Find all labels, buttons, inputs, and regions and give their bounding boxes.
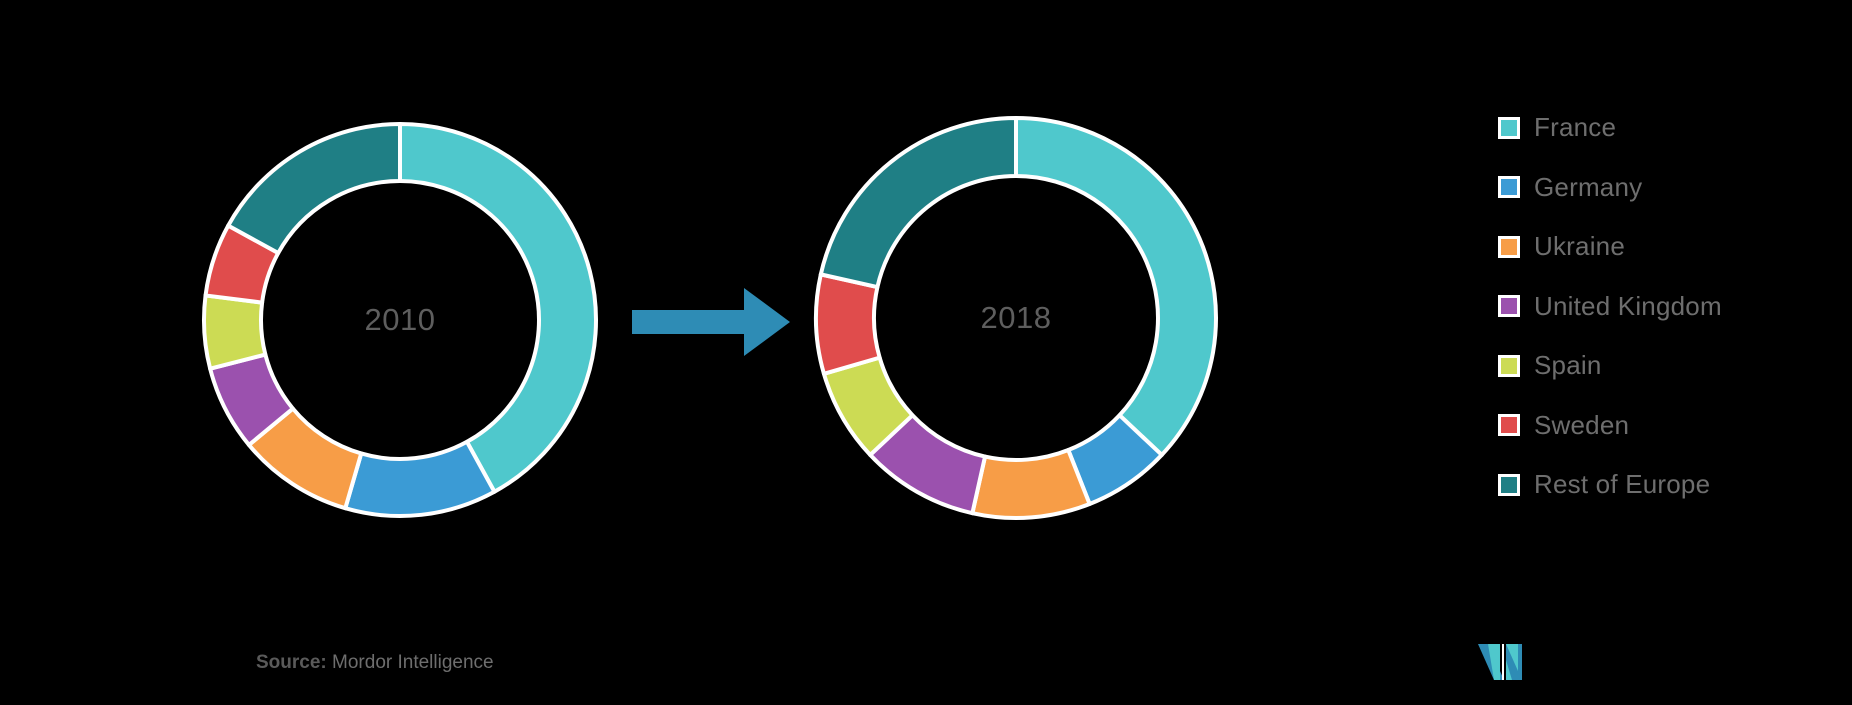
legend-item-rest-of-europe[interactable]: Rest of Europe xyxy=(1498,455,1848,515)
legend-swatch-germany xyxy=(1498,176,1520,199)
legend-swatch-united-kingdom xyxy=(1498,295,1520,318)
legend-label-germany: Germany xyxy=(1534,171,1643,202)
donut-segment[interactable] xyxy=(226,122,402,256)
source-label: Source: xyxy=(256,652,327,673)
legend-item-united-kingdom[interactable]: United Kingdom xyxy=(1498,277,1848,337)
right-arrow-icon xyxy=(632,288,790,356)
donut-segment[interactable] xyxy=(343,439,497,518)
donut-segment[interactable] xyxy=(1014,116,1218,457)
source-note: Source: Mordor Intelligence xyxy=(256,652,494,674)
donut-2018-segments xyxy=(814,116,1218,520)
legend-label-united-kingdom: United Kingdom xyxy=(1534,290,1722,321)
donut-segment[interactable] xyxy=(202,293,268,371)
legend-item-spain[interactable]: Spain xyxy=(1498,336,1848,396)
legend-swatch-ukraine xyxy=(1498,235,1520,258)
legend-item-france[interactable]: France xyxy=(1498,98,1848,158)
donut-chart-2018: 2018 xyxy=(812,112,1220,524)
chart-legend: France Germany Ukraine United Kingdom Sp… xyxy=(1498,98,1848,515)
legend-label-spain: Spain xyxy=(1534,350,1602,381)
legend-label-sweden: Sweden xyxy=(1534,409,1630,440)
mordor-intelligence-logo xyxy=(1478,644,1522,680)
donut-segment[interactable] xyxy=(818,116,1018,290)
legend-swatch-sweden xyxy=(1498,414,1520,437)
donut-segment[interactable] xyxy=(814,272,882,376)
donut-segment[interactable] xyxy=(970,448,1092,520)
legend-swatch-france xyxy=(1498,116,1520,139)
legend-label-france: France xyxy=(1534,112,1617,143)
legend-swatch-rest-of-europe xyxy=(1498,473,1520,496)
source-value: Mordor Intelligence xyxy=(326,652,494,673)
donut-chart-2010: 2010 xyxy=(200,118,600,522)
legend-item-germany[interactable]: Germany xyxy=(1498,158,1848,218)
donut-segment[interactable] xyxy=(398,122,598,494)
donut-2010-svg xyxy=(202,122,598,518)
legend-label-ukraine: Ukraine xyxy=(1534,231,1625,262)
donut-2018-svg xyxy=(814,116,1218,520)
legend-label-rest-of-europe: Rest of Europe xyxy=(1534,469,1711,500)
donut-2010-segments xyxy=(202,122,598,518)
legend-item-ukraine[interactable]: Ukraine xyxy=(1498,217,1848,277)
legend-swatch-spain xyxy=(1498,354,1520,377)
legend-item-sweden[interactable]: Sweden xyxy=(1498,396,1848,456)
